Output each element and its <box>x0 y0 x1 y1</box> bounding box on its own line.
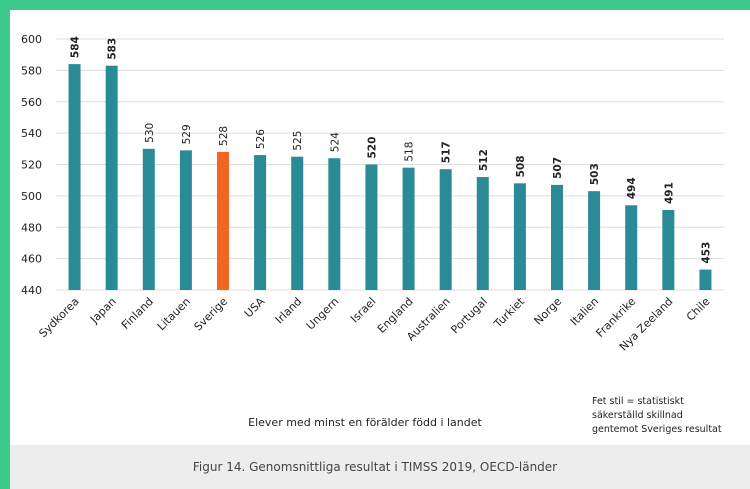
value-label: 530 <box>144 123 156 143</box>
bar <box>105 65 118 290</box>
note-line: säkerställd skillnad <box>592 410 683 421</box>
y-tick-label: 460 <box>21 253 42 266</box>
bar <box>142 148 155 290</box>
bar <box>291 156 304 290</box>
bar <box>179 150 192 290</box>
bar <box>217 151 229 290</box>
value-label: 518 <box>404 142 416 162</box>
bar <box>365 164 378 290</box>
value-label: 525 <box>292 131 304 151</box>
y-tick-label: 500 <box>21 190 42 203</box>
y-tick-label: 540 <box>21 127 42 140</box>
bar <box>439 169 452 290</box>
bar <box>699 269 712 290</box>
value-label: 524 <box>329 132 341 152</box>
bar <box>68 64 81 290</box>
caption-background <box>10 445 750 489</box>
caption: Figur 14. Genomsnittliga resultat i TIMS… <box>193 460 557 474</box>
bar <box>254 155 267 290</box>
value-label: 517 <box>441 141 453 163</box>
y-tick-label: 480 <box>21 221 42 234</box>
value-label: 508 <box>515 155 527 177</box>
value-label: 491 <box>663 182 675 204</box>
value-label: 529 <box>181 124 193 144</box>
value-label: 584 <box>70 36 82 58</box>
value-label: 453 <box>700 242 712 264</box>
bar <box>551 184 563 290</box>
bar <box>588 191 601 290</box>
y-tick-label: 580 <box>21 64 42 77</box>
value-label: 520 <box>366 137 378 159</box>
value-label: 526 <box>255 129 267 149</box>
value-label: 528 <box>218 126 230 146</box>
y-tick-label: 600 <box>21 33 42 46</box>
y-tick-label: 440 <box>21 284 42 297</box>
bar <box>328 158 341 290</box>
chart-subtitle: Elever med minst en förälder född i land… <box>248 416 482 429</box>
bar <box>625 205 638 290</box>
value-label: 512 <box>478 149 490 171</box>
y-tick-label: 560 <box>21 96 42 109</box>
value-label: 494 <box>626 177 638 199</box>
value-label: 507 <box>552 157 564 179</box>
y-tick-label: 520 <box>21 159 42 172</box>
bar <box>662 209 675 290</box>
bar <box>476 177 489 290</box>
value-label: 583 <box>107 38 119 60</box>
note-line: gentemot Sveriges resultat <box>592 424 722 435</box>
value-label: 503 <box>589 163 601 185</box>
note-line: Fet stil = statistiskt <box>592 396 684 407</box>
bar <box>513 183 526 290</box>
bar <box>402 167 415 290</box>
